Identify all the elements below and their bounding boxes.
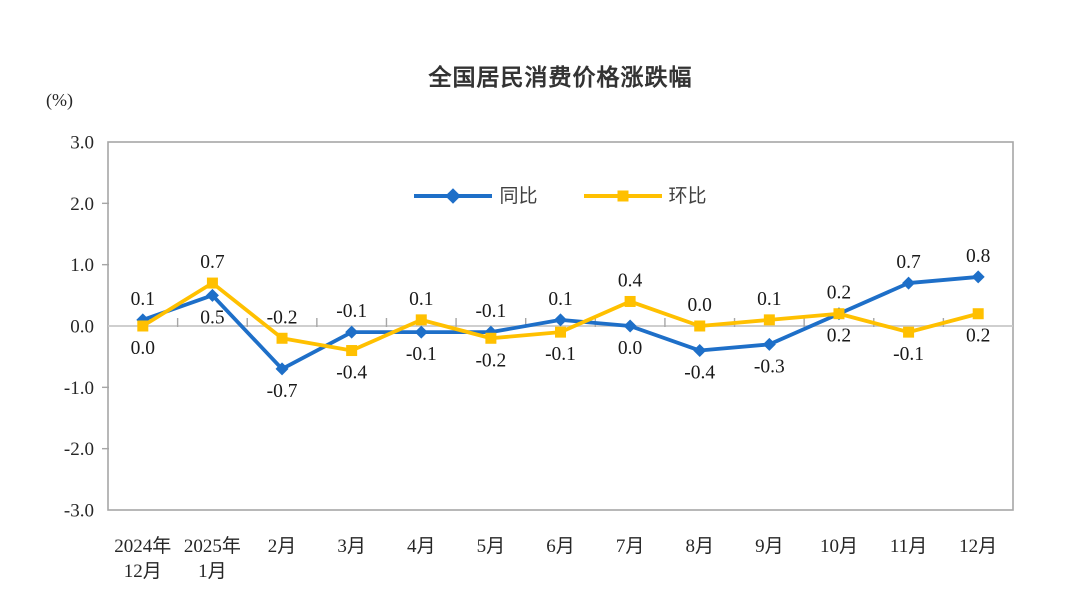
data-label: -0.1 — [406, 344, 437, 365]
data-label: -0.4 — [684, 363, 715, 384]
x-tick-label: 11月 — [890, 536, 927, 557]
tongbi-line-swatch-icon — [414, 188, 493, 204]
x-tick-label: 8月 — [685, 536, 714, 557]
y-tick-label: -2.0 — [64, 439, 94, 460]
diamond-marker-icon — [414, 325, 428, 339]
data-label: -0.1 — [475, 301, 506, 322]
square-marker-icon — [346, 345, 358, 357]
x-tick-label: 2025年 — [184, 535, 241, 557]
diamond-marker-icon — [445, 188, 462, 204]
x-tick-label: 12月 — [124, 561, 162, 582]
x-tick-label: 3月 — [337, 536, 366, 557]
diamond-marker-icon — [345, 325, 359, 339]
data-label: -0.1 — [336, 301, 367, 322]
diamond-marker-icon — [623, 319, 637, 333]
square-marker-icon — [617, 190, 628, 202]
data-label: 0.1 — [131, 289, 155, 310]
diamond-marker-icon — [902, 276, 916, 290]
square-marker-icon — [694, 320, 706, 332]
data-label: -0.4 — [336, 363, 367, 384]
square-marker-icon — [833, 308, 845, 320]
legend-label-tongbi: 同比 — [499, 185, 538, 207]
data-label: -0.7 — [267, 381, 298, 402]
y-tick-label: 3.0 — [70, 133, 94, 154]
data-label: 0.4 — [618, 270, 643, 291]
square-marker-icon — [206, 277, 218, 289]
x-tick-label: 10月 — [820, 536, 858, 557]
diamond-marker-icon — [693, 344, 707, 358]
y-tick-label: -3.0 — [64, 501, 94, 522]
data-label: 0.1 — [548, 289, 572, 310]
square-marker-icon — [415, 314, 427, 326]
y-tick-label: 2.0 — [70, 194, 94, 215]
data-label: -0.1 — [545, 344, 576, 365]
y-axis-unit-label: (%) — [46, 90, 73, 110]
x-tick-label: 9月 — [755, 536, 784, 557]
data-label: 0.8 — [966, 246, 990, 267]
square-marker-icon — [763, 314, 775, 326]
y-tick-label: 0.0 — [70, 317, 94, 338]
chart-legend: 同比 环比 — [108, 183, 1013, 209]
square-marker-icon — [137, 320, 149, 332]
x-tick-label: 7月 — [616, 536, 645, 557]
diamond-marker-icon — [762, 337, 776, 351]
legend-item-tongbi: 同比 — [414, 185, 538, 207]
x-tick-label: 12月 — [959, 536, 997, 557]
data-label: 0.0 — [618, 338, 642, 359]
chart-title: 全国居民消费价格涨跌幅 — [428, 64, 693, 90]
square-marker-icon — [624, 295, 636, 307]
diamond-marker-icon — [554, 313, 567, 327]
square-marker-icon — [903, 326, 915, 338]
diamond-marker-icon — [971, 270, 985, 284]
data-label: 0.2 — [827, 326, 851, 347]
data-label: 0.7 — [200, 252, 225, 273]
data-label: -0.2 — [267, 307, 298, 328]
x-tick-label: 6月 — [546, 536, 575, 557]
data-label: 0.2 — [827, 283, 851, 304]
data-label: -0.2 — [475, 350, 506, 371]
square-marker-icon — [972, 308, 984, 320]
data-label: 0.7 — [896, 252, 921, 273]
y-tick-label: 1.0 — [70, 255, 94, 276]
diamond-marker-icon — [205, 288, 219, 302]
data-label: 0.0 — [131, 338, 155, 359]
huanbi-line-swatch-icon — [583, 190, 662, 202]
y-tick-label: -1.0 — [64, 378, 94, 399]
legend-label-huanbi: 环比 — [668, 185, 707, 207]
data-label: 0.1 — [409, 289, 433, 310]
square-marker-icon — [276, 332, 288, 344]
diamond-marker-icon — [275, 362, 289, 376]
legend-item-huanbi: 环比 — [583, 185, 707, 207]
x-tick-label: 2024年 — [114, 535, 171, 557]
x-tick-label: 5月 — [477, 536, 506, 557]
data-label: 0.0 — [688, 295, 712, 316]
square-marker-icon — [485, 332, 497, 344]
data-label: 0.2 — [966, 326, 990, 347]
data-label: -0.3 — [754, 356, 785, 377]
data-label: 0.1 — [757, 289, 781, 310]
square-marker-icon — [555, 326, 566, 338]
data-label: -0.1 — [893, 344, 924, 365]
x-tick-label: 2月 — [268, 536, 297, 557]
x-tick-label: 4月 — [407, 536, 436, 557]
data-label: 0.5 — [200, 307, 224, 328]
x-tick-label: 1月 — [198, 561, 227, 582]
